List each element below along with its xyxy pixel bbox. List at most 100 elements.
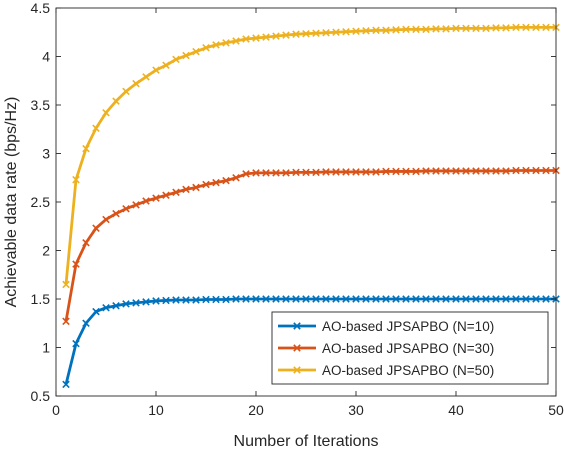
y-tick-label: 3	[42, 146, 50, 162]
data-point-marker	[402, 25, 410, 34]
data-point-marker	[82, 319, 90, 328]
data-point-marker	[492, 295, 500, 303]
data-point-marker	[232, 173, 240, 182]
axis-ticks: 0 10 20 30 40 50 0.5 1 1.5 2 2.5 3 3.5 4 4.5	[31, 0, 564, 418]
data-point-marker	[222, 176, 230, 185]
data-point-marker	[392, 167, 400, 176]
data-point-marker	[262, 295, 270, 303]
data-point-marker	[472, 167, 480, 175]
data-point-marker	[322, 168, 330, 176]
data-point-marker	[332, 168, 340, 176]
data-point-marker	[232, 37, 240, 45]
data-point-marker	[112, 209, 120, 218]
data-point-marker	[272, 32, 280, 40]
data-point-marker	[293, 344, 301, 352]
x-tick-label: 10	[148, 402, 164, 418]
data-point-marker	[72, 339, 80, 348]
data-point-marker	[532, 23, 540, 32]
data-point-marker	[492, 167, 500, 175]
data-point-marker	[482, 24, 490, 33]
data-point-marker	[102, 303, 110, 312]
data-point-marker	[272, 295, 280, 303]
data-point-marker	[332, 295, 340, 303]
series-line	[64, 297, 556, 385]
legend-item: AO-based JPSAPBO (N=10)	[278, 319, 494, 334]
data-point-marker	[432, 167, 440, 175]
y-tick-label: 2	[42, 243, 50, 259]
data-point-marker	[382, 26, 390, 35]
data-point-marker	[112, 97, 120, 105]
data-point-marker	[352, 168, 360, 176]
data-point-marker	[192, 296, 200, 304]
data-point-marker	[312, 29, 320, 37]
legend: AO-based JPSAPBO (N=10) AO-based JPSAPBO …	[271, 311, 549, 385]
data-point-marker	[62, 280, 70, 289]
data-point-marker	[272, 169, 280, 177]
data-point-marker	[462, 295, 470, 303]
data-point-marker	[62, 317, 70, 326]
data-point-marker	[293, 322, 301, 330]
data-point-marker	[442, 25, 450, 33]
data-point-marker	[532, 166, 540, 175]
data-point-marker	[302, 168, 310, 177]
data-point-marker	[122, 87, 130, 96]
data-point-marker	[262, 33, 270, 41]
data-point-marker	[252, 169, 260, 177]
series-lines	[62, 23, 560, 389]
data-point-marker	[362, 168, 370, 176]
data-point-marker	[532, 295, 540, 303]
data-point-marker	[132, 299, 140, 307]
data-point-marker	[502, 24, 510, 32]
data-point-marker	[372, 295, 380, 303]
data-point-marker	[252, 34, 260, 42]
data-point-marker	[382, 295, 390, 303]
data-point-marker	[542, 295, 550, 303]
data-point-marker	[522, 295, 530, 303]
data-point-marker	[312, 168, 320, 177]
series-line	[64, 169, 556, 322]
x-tick-label: 50	[548, 402, 564, 418]
data-point-marker	[192, 183, 200, 192]
data-point-marker	[292, 30, 300, 38]
data-point-marker	[282, 169, 290, 177]
y-tick-label: 2.5	[31, 194, 51, 210]
y-tick-label: 4.5	[31, 0, 51, 16]
data-point-marker	[512, 23, 520, 32]
data-point-marker	[442, 295, 450, 303]
data-point-marker	[512, 166, 520, 175]
data-point-marker	[462, 24, 470, 33]
data-point-marker	[322, 28, 330, 37]
data-point-marker	[352, 295, 360, 303]
data-point-marker	[162, 61, 170, 69]
data-point-marker	[432, 25, 440, 33]
data-point-marker	[392, 295, 400, 303]
legend-item: AO-based JPSAPBO (N=30)	[278, 341, 494, 356]
data-point-marker	[362, 295, 370, 303]
legend-item: AO-based JPSAPBO (N=50)	[278, 363, 494, 378]
data-point-marker	[102, 215, 110, 224]
data-point-marker	[312, 295, 320, 303]
data-point-marker	[182, 51, 190, 60]
data-point-marker	[172, 188, 180, 197]
data-point-marker	[122, 205, 130, 213]
data-point-marker	[382, 167, 390, 176]
data-point-marker	[422, 295, 430, 303]
y-tick-label: 3.5	[31, 97, 51, 113]
series-2	[62, 23, 560, 289]
data-point-marker	[452, 24, 460, 33]
data-point-marker	[302, 295, 310, 303]
data-point-marker	[442, 167, 450, 175]
data-point-marker	[112, 302, 120, 310]
legend-label: AO-based JPSAPBO (N=30)	[322, 341, 494, 356]
data-point-marker	[162, 191, 170, 199]
data-point-marker	[182, 296, 190, 304]
data-point-marker	[302, 29, 310, 38]
legend-label: AO-based JPSAPBO (N=10)	[322, 319, 494, 334]
data-point-marker	[202, 180, 210, 189]
data-point-marker	[92, 307, 100, 316]
data-point-marker	[172, 296, 180, 304]
y-tick-label: 4	[42, 49, 50, 65]
series-1	[62, 166, 560, 326]
x-tick-label: 20	[248, 402, 264, 418]
data-point-marker	[372, 168, 380, 176]
